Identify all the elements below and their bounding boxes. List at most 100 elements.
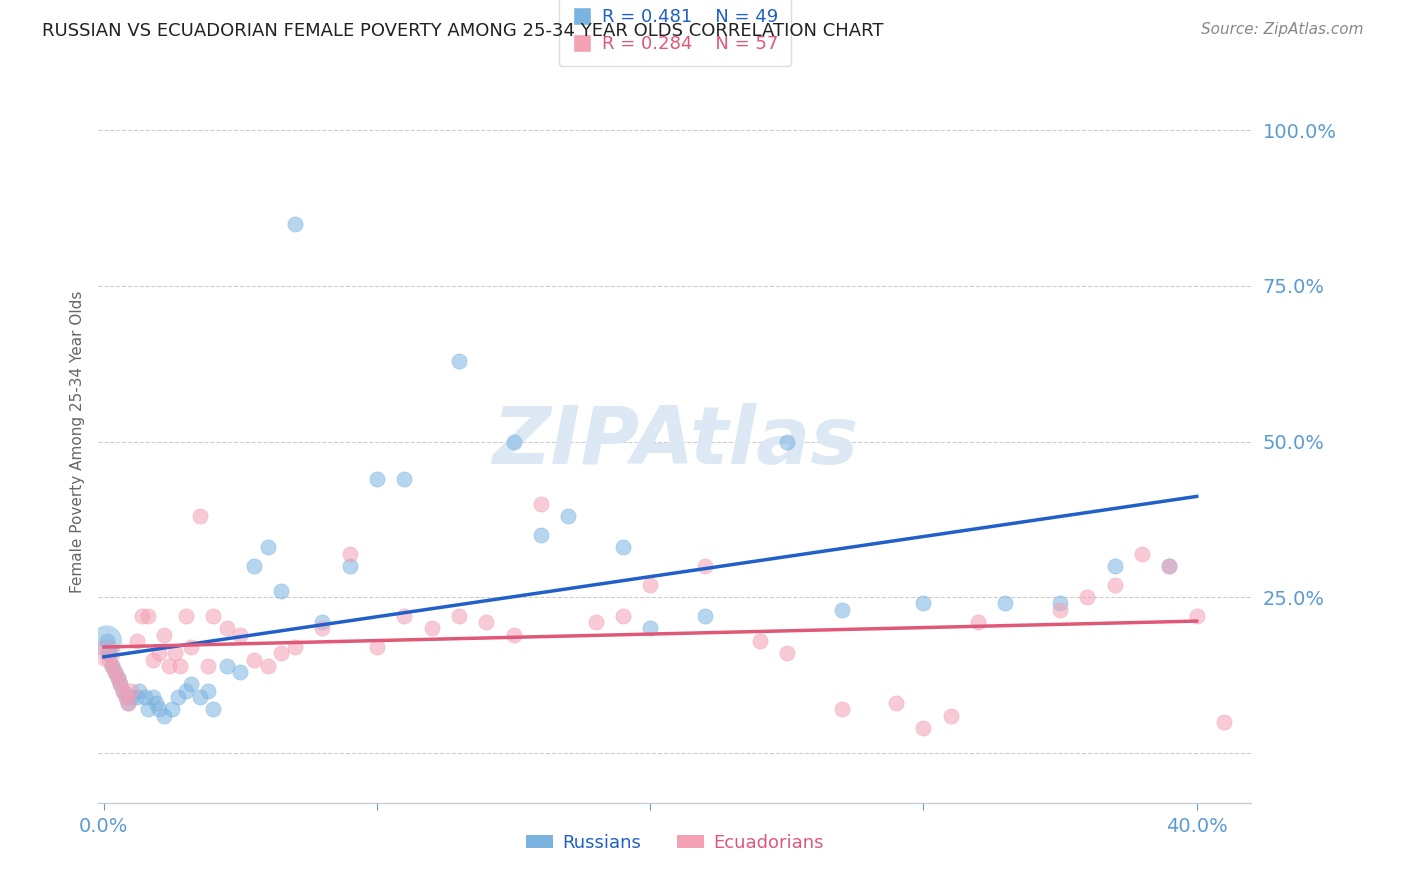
Point xyxy=(284,640,307,654)
Point xyxy=(180,640,202,654)
Point xyxy=(502,627,524,641)
Point xyxy=(394,472,416,486)
Point xyxy=(125,633,148,648)
Point xyxy=(174,683,197,698)
Point xyxy=(612,541,634,555)
Point xyxy=(96,646,118,660)
Point xyxy=(243,652,266,666)
Point xyxy=(1049,597,1071,611)
Point xyxy=(202,609,225,624)
Point xyxy=(243,559,266,574)
Point xyxy=(284,217,307,231)
Point xyxy=(1130,547,1153,561)
Text: RUSSIAN VS ECUADORIAN FEMALE POVERTY AMONG 25-34 YEAR OLDS CORRELATION CHART: RUSSIAN VS ECUADORIAN FEMALE POVERTY AMO… xyxy=(42,22,884,40)
Point xyxy=(153,627,176,641)
Point xyxy=(134,690,156,704)
Point xyxy=(159,658,181,673)
Point xyxy=(180,677,202,691)
Point xyxy=(585,615,607,630)
Y-axis label: Female Poverty Among 25-34 Year Olds: Female Poverty Among 25-34 Year Olds xyxy=(70,291,86,592)
Point xyxy=(311,615,333,630)
Point xyxy=(776,434,799,449)
Point xyxy=(270,646,292,660)
Point xyxy=(107,671,129,685)
Point xyxy=(748,633,770,648)
Point xyxy=(110,677,132,691)
Point xyxy=(1104,578,1126,592)
Point xyxy=(111,683,134,698)
Point xyxy=(640,621,662,635)
Point xyxy=(142,690,165,704)
Point xyxy=(693,609,716,624)
Point xyxy=(117,696,139,710)
Point xyxy=(884,696,907,710)
Point xyxy=(153,708,176,723)
Point xyxy=(188,509,211,524)
Point xyxy=(229,627,252,641)
Point xyxy=(120,683,142,698)
Point xyxy=(366,640,388,654)
Point xyxy=(912,597,935,611)
Point xyxy=(202,702,225,716)
Point xyxy=(131,609,153,624)
Point xyxy=(128,683,150,698)
Point xyxy=(1185,609,1208,624)
Point xyxy=(394,609,416,624)
Point xyxy=(1104,559,1126,574)
Point xyxy=(111,683,134,698)
Point xyxy=(125,690,148,704)
Point xyxy=(120,690,142,704)
Point xyxy=(142,652,165,666)
Point xyxy=(557,509,579,524)
Point xyxy=(256,541,278,555)
Point xyxy=(215,658,238,673)
Point xyxy=(114,690,136,704)
Point xyxy=(160,702,183,716)
Point xyxy=(104,665,127,679)
Point xyxy=(136,609,159,624)
Point xyxy=(136,702,159,716)
Point xyxy=(640,578,662,592)
Point xyxy=(104,665,127,679)
Point xyxy=(188,690,211,704)
Point xyxy=(420,621,443,635)
Point xyxy=(967,615,990,630)
Point xyxy=(693,559,716,574)
Point xyxy=(169,658,191,673)
Point xyxy=(502,434,524,449)
Point xyxy=(475,615,498,630)
Point xyxy=(831,702,853,716)
Point xyxy=(1159,559,1181,574)
Point xyxy=(530,528,553,542)
Point xyxy=(197,683,219,698)
Point xyxy=(776,646,799,660)
Point xyxy=(1076,591,1098,605)
Point xyxy=(612,609,634,624)
Point xyxy=(166,690,188,704)
Point xyxy=(98,652,121,666)
Point xyxy=(311,621,333,635)
Point xyxy=(174,609,197,624)
Point xyxy=(101,658,124,673)
Point xyxy=(101,658,124,673)
Point xyxy=(110,677,132,691)
Point xyxy=(148,702,170,716)
Point xyxy=(447,609,470,624)
Point xyxy=(270,584,292,599)
Point xyxy=(994,597,1017,611)
Point xyxy=(96,633,118,648)
Point xyxy=(197,658,219,673)
Point xyxy=(256,658,278,673)
Point xyxy=(366,472,388,486)
Text: Source: ZipAtlas.com: Source: ZipAtlas.com xyxy=(1201,22,1364,37)
Point xyxy=(145,696,167,710)
Point xyxy=(339,547,361,561)
Point xyxy=(831,603,853,617)
Point xyxy=(229,665,252,679)
Point xyxy=(912,721,935,735)
Point xyxy=(96,633,118,648)
Point xyxy=(530,497,553,511)
Legend: Russians, Ecuadorians: Russians, Ecuadorians xyxy=(519,826,831,859)
Text: ZIPAtlas: ZIPAtlas xyxy=(492,402,858,481)
Point xyxy=(107,671,129,685)
